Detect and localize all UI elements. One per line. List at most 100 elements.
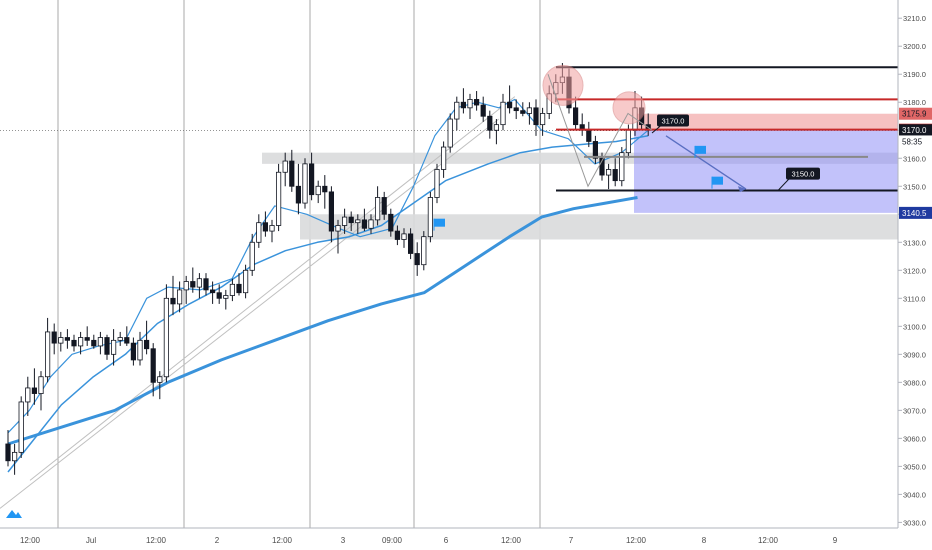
candle-body	[203, 278, 209, 291]
candle	[5, 429, 11, 467]
price-axis[interactable]: 3030.0 3040.0 3050.0 3060.0 3070.0 3080.0 3090…	[897, 0, 932, 550]
candle	[308, 152, 315, 201]
time-tick-label: 12:00	[501, 536, 522, 545]
candle-body	[45, 331, 51, 378]
candle-body	[328, 191, 335, 232]
drawings: 3170.0 3150.0	[433, 64, 898, 231]
projection-arrow	[665, 135, 747, 190]
candle	[506, 85, 513, 114]
candle-body	[401, 233, 407, 240]
trendline	[29, 96, 516, 481]
candle-body	[249, 241, 255, 271]
candle	[348, 211, 354, 232]
candle-body	[97, 337, 103, 347]
candle-body	[513, 107, 519, 112]
candle	[388, 208, 394, 237]
candle-body	[586, 129, 592, 142]
candle-body	[302, 163, 308, 204]
grid	[0, 0, 898, 528]
candle	[289, 149, 295, 192]
price-tick-label: 3040.0	[903, 490, 926, 499]
arrow-head	[738, 186, 746, 193]
candle-body	[275, 171, 282, 226]
candle-body	[262, 222, 269, 232]
flag-icon	[434, 218, 445, 227]
candle	[242, 264, 249, 299]
candle-body	[381, 197, 387, 215]
candle	[117, 331, 123, 346]
trendline	[0, 118, 500, 509]
candle	[295, 163, 302, 215]
price-tick-label: 3070.0	[903, 406, 926, 415]
candle-body	[130, 342, 136, 361]
candle-body	[315, 185, 321, 196]
candle	[612, 158, 618, 187]
price-label: 3175.9	[899, 107, 932, 120]
price-label-bg	[899, 135, 932, 148]
candle	[322, 175, 328, 209]
candle-body	[111, 339, 117, 355]
candle	[394, 225, 401, 246]
candle-body	[163, 297, 169, 378]
time-tick-label: Jul	[86, 536, 96, 545]
tradingview-logo-icon[interactable]	[4, 506, 24, 522]
candle	[533, 99, 539, 136]
candle-body	[487, 115, 493, 131]
price-tick-label: 3110.0	[903, 294, 925, 303]
candle	[421, 231, 427, 271]
price-axis-bg	[898, 0, 932, 550]
candle	[78, 331, 84, 355]
price-tick-label: 3120.0	[903, 266, 926, 275]
candle	[315, 180, 321, 204]
time-axis[interactable]: 12:00 Jul 12:00 2 12:00 3 09:00 6 12:00 7 12:00 8 12…	[0, 527, 898, 545]
candle	[64, 329, 70, 349]
candle-body	[599, 157, 605, 176]
candle-body	[117, 337, 123, 341]
candle	[374, 186, 381, 226]
time-tick-label: 9	[833, 536, 838, 545]
candle-body	[308, 163, 315, 196]
moving-average-mid	[7, 135, 649, 473]
time-tick-label: 3	[341, 536, 346, 545]
candle	[454, 96, 460, 131]
candle	[236, 273, 242, 296]
candle	[262, 211, 269, 237]
callout-label: 3150.0	[792, 170, 815, 179]
candle-body	[374, 197, 381, 221]
candle	[18, 396, 24, 458]
candle	[163, 284, 169, 383]
candle-body	[407, 233, 414, 254]
candle-body	[295, 185, 302, 204]
candle	[183, 275, 189, 304]
candle	[150, 343, 156, 397]
price-label: 3140.5	[899, 206, 932, 219]
support-zone	[262, 152, 898, 164]
moving-average-fast	[7, 98, 649, 434]
price-tick-label: 3090.0	[903, 350, 926, 359]
candle	[209, 281, 216, 304]
candle	[124, 326, 130, 346]
candle-body	[143, 339, 150, 350]
candle	[467, 93, 473, 120]
candle	[540, 107, 546, 136]
candle-body	[625, 129, 632, 154]
candle	[97, 331, 103, 355]
stop-zone	[634, 113, 898, 130]
candle-body	[269, 225, 275, 232]
candle	[592, 135, 599, 164]
candle-body	[104, 337, 110, 355]
candle-body	[447, 118, 453, 148]
candle-body	[71, 339, 77, 347]
price-label: 58:35	[899, 135, 932, 148]
flag-icon	[695, 145, 706, 154]
candle	[31, 368, 38, 405]
candle	[137, 331, 143, 366]
price-callout: 3170.0	[657, 114, 689, 127]
candle	[619, 147, 625, 187]
candle	[45, 317, 51, 383]
candle	[414, 242, 420, 276]
candle-body	[427, 197, 434, 238]
price-label-bg	[899, 124, 932, 137]
candle-body	[190, 281, 196, 288]
